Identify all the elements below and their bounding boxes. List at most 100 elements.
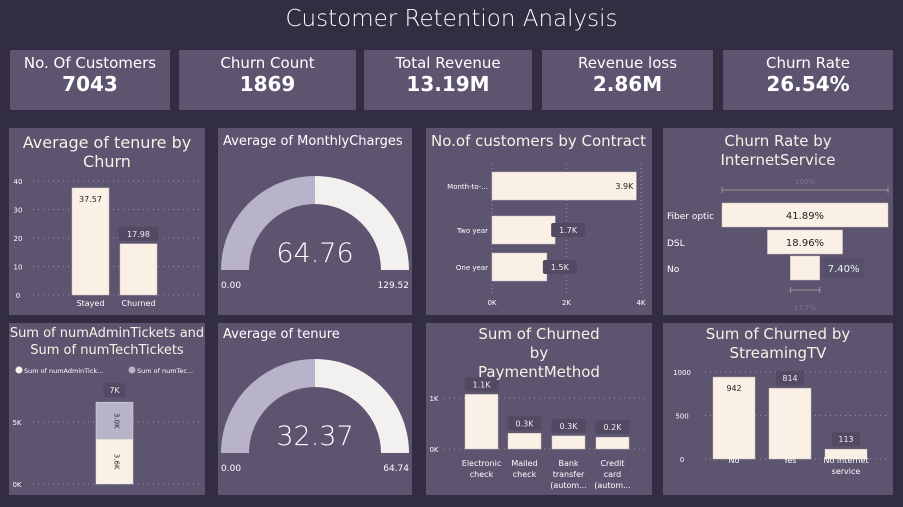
category-label: transfer [553,470,585,479]
y-tick-label: 1000 [673,369,691,377]
data-label: 113 [838,435,853,444]
category-label: Month-to-... [447,183,488,191]
data-label-bg [507,416,542,431]
category-label: (autom... [594,481,631,490]
bar [119,243,158,296]
chart-title: Average of MonthlyCharges [223,134,403,149]
churned-by-payment-chart[interactable]: 0K 1K 1.1K Electronic check 0.3K Mailed check 0.… [426,323,652,495]
y-tick-label: 20 [14,235,23,243]
monthly-charges-gauge[interactable]: 64.76 0.00 129.52 Average of MonthlyCharges [218,128,412,315]
data-label-bg [551,223,586,237]
y-tick-label: 0 [16,292,20,300]
data-label: 7.40% [828,264,860,275]
gauge-value: 32.37 [276,421,353,452]
data-label: 0.3K [516,419,535,428]
tenure-gauge[interactable]: 32.37 0.00 64.74 Average of tenure [218,323,412,495]
chart-title: Average of tenure by Churn [22,133,192,171]
bar [768,387,812,460]
category-label: Fiber optic [667,212,714,222]
category-label: No [667,265,680,275]
data-label: 814 [782,374,797,383]
funnel-top-bracket [721,187,889,193]
churn-rate-internet-chart[interactable]: 100% Fiber optic 41.89% DSL 18.96% No 7.40% 17.… [663,128,893,315]
bar [595,436,630,450]
chart-title: No.of customers by Contract [431,132,647,150]
funnel-bar [767,229,843,255]
tenure-by-churn-chart[interactable]: 0 10 20 30 40 37.57 Stayed 17.98 Churned Average … [9,128,205,315]
kpi-value: 13.19M [406,72,490,96]
data-label: 3.9K [615,182,634,191]
kpi-churn-count: Churn Count 1869 [179,50,356,110]
kpi-label: No. Of Customers [23,54,157,72]
kpi-label: Total Revenue [395,54,501,72]
bar [71,187,110,296]
y-tick-label: 40 [14,178,23,186]
bar [464,394,499,450]
data-label: 1.7K [559,226,578,235]
data-label-bg [822,258,865,278]
category-label: Mailed [511,459,537,468]
y-tick-label: 5K [12,419,21,427]
gauge-value: 64.76 [276,238,353,269]
data-label-bg [103,383,126,398]
gauge-value-arc [221,176,315,270]
legend-swatch [128,366,136,374]
bar [491,252,548,282]
stacked-bar-segment [95,401,134,440]
legend-swatch [15,366,23,374]
bar [491,215,556,245]
gauge-value-arc [221,359,315,453]
bar [507,433,542,450]
legend-label: Sum of numAdminTick... [24,367,103,375]
category-label: Two year [456,227,488,235]
category-label: One year [456,264,488,272]
x-tick-label: 0K [487,299,496,307]
y-tick-label: 0K [12,481,21,489]
churned-by-streaming-chart[interactable]: 0 500 1000 942 No 814 Yes 113 No internet service… [663,323,893,495]
funnel-bar [790,255,820,281]
data-label: 0.2K [604,423,623,432]
x-tick-label: 2K [562,299,571,307]
funnel-bottom-bracket [789,287,821,293]
data-label: 37.57 [79,195,102,204]
data-label-bg [551,418,586,433]
customers-by-contract-chart[interactable]: 0K 2K 4K Month-to-... 3.9K Two year 1.7K One ye… [426,128,652,315]
kpi-label: Churn Count [220,54,315,72]
y-tick-label: 30 [14,207,23,215]
kpi-total-revenue: Total Revenue 13.19M [364,50,532,110]
category-label: check [513,470,537,479]
bar [824,448,868,460]
bar [712,376,756,460]
gauge-max-label: 129.52 [378,281,410,291]
x-tick-label: 4K [636,299,645,307]
category-label: check [470,470,494,479]
y-tick-label: 1K [429,395,438,403]
kpi-revenue-loss: Revenue loss 2.86M [542,50,713,110]
category-label: Electronic [462,459,501,468]
chart-title: Sum of Churned by PaymentMethod [478,325,600,381]
gauge-max-label: 64.74 [383,464,409,474]
category-label: Credit [600,459,624,468]
data-label-bg [595,420,630,435]
y-tick-label: 500 [675,413,688,421]
data-label: 18.96% [786,238,824,249]
data-label-bg [464,377,499,392]
category-label: Bank [558,459,578,468]
gauge-min-label: 0.00 [221,281,241,291]
gauge-min-label: 0.00 [221,464,241,474]
funnel-top-label: 100% [795,178,815,186]
data-label-bg [542,260,577,274]
category-label: Yes [783,456,797,465]
category-label: service [832,467,861,476]
data-label: 41.89% [786,211,824,222]
tickets-chart[interactable]: 0K 5K Sum of numAdminTick... Sum of numTec.… [9,323,205,495]
category-label: DSL [667,239,685,249]
chart-title: Churn Rate by InternetService [720,132,836,169]
category-label: No internet [823,456,868,465]
data-label: 17.98 [127,230,150,239]
category-label: (autom... [550,481,587,490]
data-label: 3.0K [113,413,121,429]
data-label: 7K [109,386,120,395]
gauge-remaining-arc [315,359,409,453]
chart-title: Sum of numAdminTickets and Sum of numTec… [9,326,205,358]
